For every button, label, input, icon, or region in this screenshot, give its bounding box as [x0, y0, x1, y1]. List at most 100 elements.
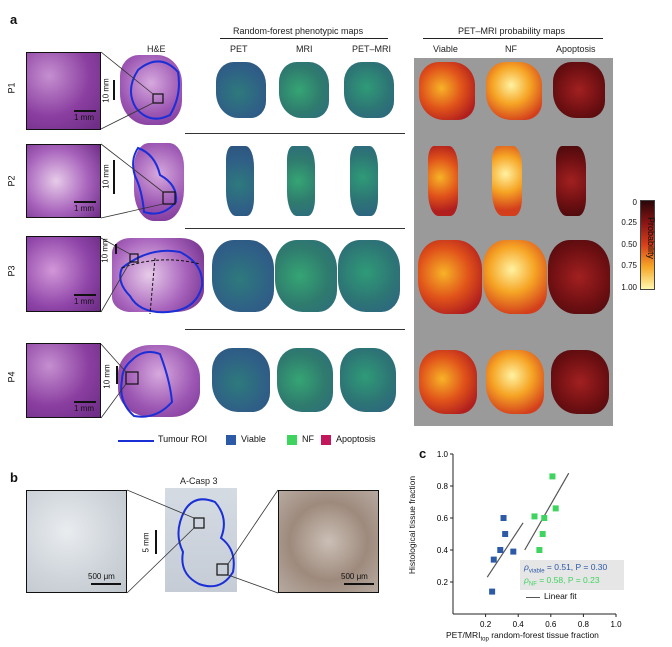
data-point-viable — [489, 588, 496, 595]
colorbar-tick: 0.75 — [621, 261, 637, 270]
legend-viable-swatch — [226, 435, 236, 445]
scalebar-10mm — [115, 244, 117, 254]
colorbar-label: Probability — [646, 216, 657, 260]
nf-prob-map-p1 — [486, 62, 542, 120]
row-divider — [185, 133, 405, 134]
apoptosis-prob-map-p3 — [548, 240, 610, 314]
rho-symbol: ρ — [524, 562, 529, 572]
pet-map-p2 — [226, 146, 254, 216]
viable-prob-map-p1 — [419, 62, 475, 120]
petmri-map-p2 — [350, 146, 378, 216]
scalebar-1mm — [74, 201, 96, 203]
data-point-viable — [502, 531, 509, 537]
colorbar-tick: 0.50 — [621, 240, 637, 249]
stats-nf-text: = 0.58, P = 0.23 — [536, 575, 600, 585]
scale-label-10mm: 10 mm — [100, 238, 110, 263]
legend-roi-label: Tumour ROI — [158, 434, 208, 444]
he-zoom-p3 — [26, 236, 101, 312]
scalebar-5mm — [155, 530, 157, 554]
colorbar-tick: 0.25 — [621, 218, 637, 227]
data-point-viable — [490, 556, 497, 563]
header-pet: PET — [230, 44, 248, 54]
he-zoom-p2 — [26, 144, 101, 218]
apoptosis-prob-map-p4 — [551, 350, 609, 414]
rho-symbol: ρ — [524, 575, 529, 585]
data-point-viable — [497, 547, 504, 553]
scalebar-500um — [344, 583, 374, 585]
header-apoptosis: Apoptosis — [556, 44, 596, 54]
mri-map-p3 — [275, 240, 337, 312]
colorbar-tick: 1.00 — [621, 283, 637, 292]
header-prob-group: PET–MRI probability maps — [458, 26, 566, 36]
legend-apoptosis-swatch — [321, 435, 331, 445]
colorbar-tick: 0 — [632, 198, 637, 207]
data-point-nf — [531, 513, 538, 520]
scalebar-500um — [91, 583, 121, 585]
scalebar-1mm — [74, 294, 96, 296]
x-tick-label: 0.4 — [513, 620, 525, 629]
row-label-p2: P2 — [6, 175, 17, 187]
panel-b-letter: b — [10, 470, 18, 485]
panel-a-letter: a — [10, 12, 18, 27]
data-point-nf — [536, 547, 543, 553]
scalebar-1mm — [74, 110, 96, 112]
stats-box — [520, 560, 624, 590]
y-tick-label: 0.8 — [437, 482, 449, 491]
tumour-roi-p4 — [100, 343, 174, 419]
scatter-chart: 0.2 0.4 0.6 0.8 1.0 0.2 0.4 0.6 0.8 1.0 — [437, 450, 622, 629]
header-petmri: PET–MRI — [352, 44, 392, 54]
petmri-map-p1 — [344, 62, 394, 118]
y-tick-label: 0.2 — [437, 578, 449, 587]
row-label-p3: P3 — [6, 265, 17, 277]
viable-prob-map-p3 — [418, 240, 482, 314]
stats-viable: ρviable = 0.51, P = 0.30 — [524, 562, 607, 575]
row-divider — [185, 228, 405, 229]
legend-roi-line — [118, 440, 154, 442]
scale-label-500um: 500 μm — [341, 572, 368, 581]
nf-prob-map-p4 — [486, 350, 544, 414]
scale-label-5mm: 5 mm — [141, 532, 151, 553]
casp3-zoom-left — [26, 490, 127, 593]
scalebar-1mm — [74, 401, 96, 403]
panel-b-title: A-Casp 3 — [180, 476, 218, 486]
pet-map-p4 — [212, 348, 270, 412]
scale-label-1mm: 1 mm — [74, 113, 94, 122]
mri-map-p4 — [277, 348, 333, 412]
xlabel-sub: top — [480, 636, 489, 643]
scale-label-10mm: 10 mm — [102, 364, 112, 389]
row-divider — [185, 329, 405, 330]
data-point-nf — [539, 531, 546, 537]
he-zoom-p4 — [26, 343, 101, 418]
xlabel-rest: random-forest tissue fraction — [488, 630, 599, 640]
mri-map-p2 — [287, 146, 315, 216]
he-section-p2 — [134, 143, 184, 221]
chart-ylabel: Histological tissue fraction — [407, 475, 418, 575]
x-tick-label: 0.8 — [578, 620, 590, 629]
scale-label-1mm: 1 mm — [74, 204, 94, 213]
y-tick-label: 1.0 — [437, 450, 449, 459]
scalebar-10mm — [116, 366, 118, 384]
scale-label-10mm: 10 mm — [101, 164, 111, 189]
header-he: H&E — [147, 44, 166, 54]
viable-prob-map-p4 — [419, 350, 477, 414]
he-section-p4 — [118, 345, 200, 417]
x-tick-label: 0.6 — [545, 620, 557, 629]
stats-nf-sub: NF — [528, 581, 537, 588]
viable-prob-map-p2 — [428, 146, 458, 216]
nf-prob-map-p2 — [492, 146, 522, 216]
scalebar-10mm — [113, 80, 115, 100]
header-prob-rule — [423, 38, 603, 39]
data-point-nf — [541, 515, 548, 521]
scale-label-1mm: 1 mm — [74, 404, 94, 413]
casp3-tumour-roi — [126, 489, 279, 594]
probability-colorbar — [640, 200, 655, 290]
data-point-nf — [549, 473, 556, 480]
legend-apoptosis-label: Apoptosis — [336, 434, 376, 444]
header-nf: NF — [505, 44, 517, 54]
panel-c-letter: c — [419, 446, 427, 461]
nf-prob-map-p3 — [483, 240, 547, 314]
row-label-p4: P4 — [6, 371, 17, 383]
data-point-nf — [552, 505, 559, 512]
x-tick-label: 1.0 — [610, 620, 622, 629]
he-zoom-p1 — [26, 52, 101, 130]
